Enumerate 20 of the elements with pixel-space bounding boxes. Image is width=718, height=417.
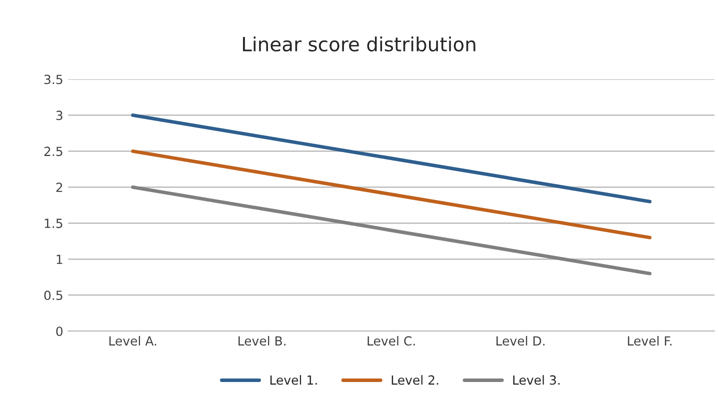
chart-title: Linear score distribution	[242, 36, 476, 52]
x-tick-label: Level F.	[628, 336, 672, 346]
line-series	[131, 149, 652, 240]
y-tick-label: 0.5	[44, 290, 62, 300]
line-series	[131, 113, 652, 204]
legend-label: Level 2.	[392, 375, 438, 385]
legend-label: Level 1.	[270, 375, 317, 385]
y-tick-label: 3.5	[44, 74, 62, 84]
y-tick-label: 3	[56, 110, 62, 120]
x-tick-label: Level C.	[368, 336, 415, 346]
line-series	[131, 185, 652, 276]
y-tick-label: 2	[56, 182, 62, 192]
y-tick-label: 1	[56, 254, 62, 264]
y-tick-label: 1.5	[44, 218, 62, 228]
y-tick-label: 2.5	[44, 146, 62, 156]
x-tick-label: Level B.	[238, 336, 286, 346]
x-tick-label: Level D.	[496, 336, 544, 346]
x-tick-label: Level A.	[109, 336, 156, 346]
legend-label: Level 3.	[513, 375, 560, 385]
y-tick-label: 0	[56, 326, 63, 336]
